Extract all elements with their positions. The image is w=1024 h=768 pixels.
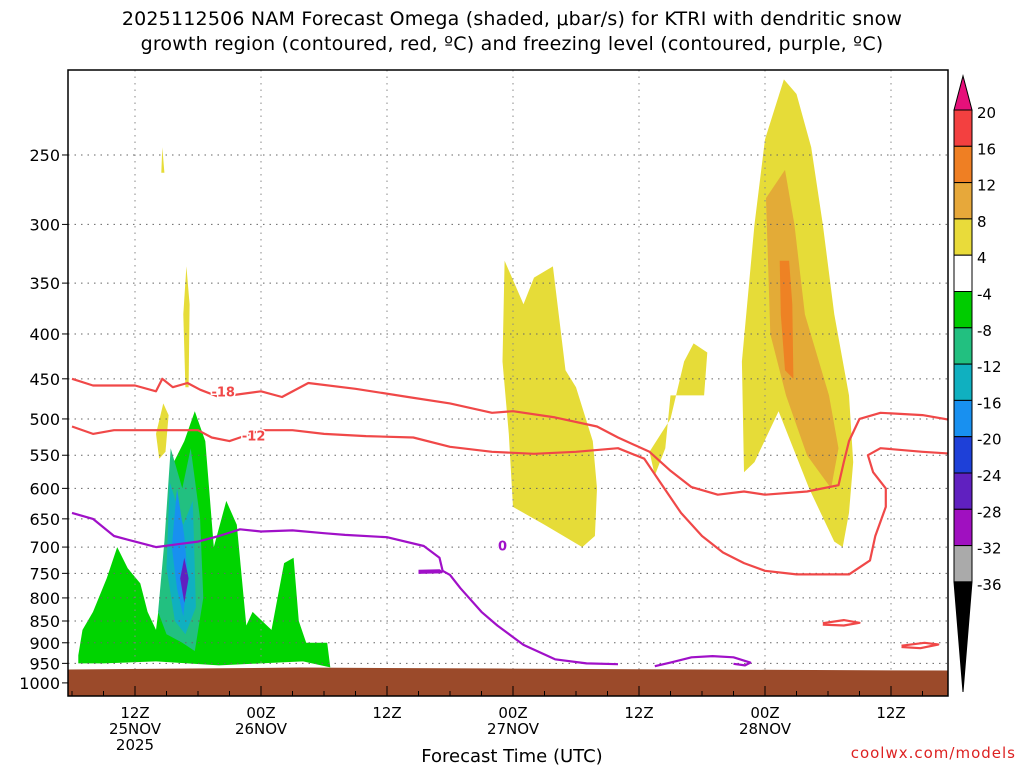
colorbar-swatch: [953, 399, 973, 438]
contour-line: [418, 569, 443, 574]
omega-shade-region: [502, 260, 597, 548]
colorbar-bottom-arrow: [953, 581, 973, 693]
chart-title-line-2: growth region (contoured, red, ºC) and f…: [140, 33, 884, 55]
colorbar-label: -8: [977, 322, 992, 340]
x-tick-label: 00Z: [246, 704, 275, 722]
x-tick-label: 26NOV: [235, 720, 288, 738]
plot-area: -18 -12 0: [67, 69, 949, 697]
colorbar-label: 12: [977, 177, 996, 195]
x-tick-label: 25NOV: [109, 720, 162, 738]
credit-text: coolwx.com/models: [850, 744, 1016, 762]
y-tick-label: 450: [29, 370, 60, 389]
y-tick-label: 950: [29, 654, 60, 673]
y-tick-label: 900: [29, 634, 60, 653]
colorbar: 20 16 12 8 4 -4 -8 -12 -16 -20 -24 -28 -32 -36: [953, 74, 1002, 693]
colorbar-swatch: [953, 436, 973, 474]
colorbar-label: -32: [977, 540, 1002, 558]
x-tick-label: 2025: [116, 736, 154, 754]
colorbar-label: -28: [977, 503, 1002, 521]
colorbar-swatch: [953, 545, 973, 583]
x-axis-title: Forecast Time (UTC): [421, 746, 603, 767]
omega-shade-region: [779, 260, 794, 379]
omega-shade-region: [766, 169, 839, 489]
y-tick-label: 250: [29, 146, 60, 165]
omega-shade-region: [161, 147, 165, 173]
x-tick-label: 12Z: [372, 704, 401, 722]
y-tick-label: 650: [29, 510, 60, 529]
contour-line: [71, 377, 948, 496]
colorbar-label: 20: [977, 104, 996, 122]
colorbar-swatch: [953, 218, 973, 256]
y-tick-label: 1000: [19, 674, 60, 693]
x-tick-label: 00Z: [750, 704, 779, 722]
contour-line: [901, 641, 940, 650]
x-tick-label: 12Z: [876, 704, 905, 722]
y-tick-label: 750: [29, 564, 60, 583]
plot-frame: [67, 69, 949, 697]
y-tick-label: 550: [29, 446, 60, 465]
colorbar-swatch: [953, 145, 973, 184]
colorbar-label: -16: [977, 394, 1002, 412]
colorbar-swatch: [953, 363, 973, 401]
contour-line: [71, 511, 619, 666]
colorbar-label: 16: [977, 140, 996, 158]
y-tick-label: 400: [29, 325, 60, 344]
colorbar-swatch: [953, 508, 973, 547]
y-tick-label: 850: [29, 612, 60, 631]
contour-line: [71, 425, 948, 576]
colorbar-swatch: [953, 254, 973, 292]
colorbar-label: -24: [977, 467, 1002, 485]
contour-label: -18: [211, 385, 235, 400]
colorbar-swatch: [953, 327, 973, 365]
y-tick-label: 500: [29, 410, 60, 429]
x-tick-label: 27NOV: [487, 720, 540, 738]
x-tick-label: 12Z: [624, 704, 653, 722]
colorbar-swatch: [953, 109, 973, 147]
contour-line: [654, 655, 752, 668]
contour-label: 0: [498, 539, 507, 554]
colorbar-label: -20: [977, 431, 1002, 449]
colorbar-label: -12: [977, 358, 1002, 376]
omega-shade-region: [183, 266, 190, 388]
colorbar-label: 4: [977, 249, 987, 267]
x-tick-label: 12Z: [120, 704, 149, 722]
terrain-ground: [68, 667, 948, 696]
omega-shade-region: [649, 343, 708, 476]
contour-line: [822, 619, 861, 627]
omega-shade-region: [180, 557, 189, 603]
colorbar-top-arrow: [953, 74, 973, 111]
x-tick-label: 28NOV: [739, 720, 792, 738]
y-tick-label: 350: [29, 274, 60, 293]
colorbar-swatch: [953, 291, 973, 329]
y-tick-label: 300: [29, 215, 60, 234]
y-tick-label: 700: [29, 538, 60, 557]
colorbar-swatch: [953, 472, 973, 510]
colorbar-swatch: [953, 182, 973, 220]
colorbar-label: 8: [977, 213, 987, 231]
colorbar-label: -4: [977, 286, 992, 304]
y-tick-label: 800: [29, 589, 60, 608]
y-tick-label: 600: [29, 479, 60, 498]
chart-title-line-1: 2025112506 NAM Forecast Omega (shaded, μ…: [121, 8, 903, 30]
x-tick-label: 00Z: [498, 704, 527, 722]
colorbar-label: -36: [977, 576, 1002, 594]
contour-label: -12: [242, 429, 266, 444]
